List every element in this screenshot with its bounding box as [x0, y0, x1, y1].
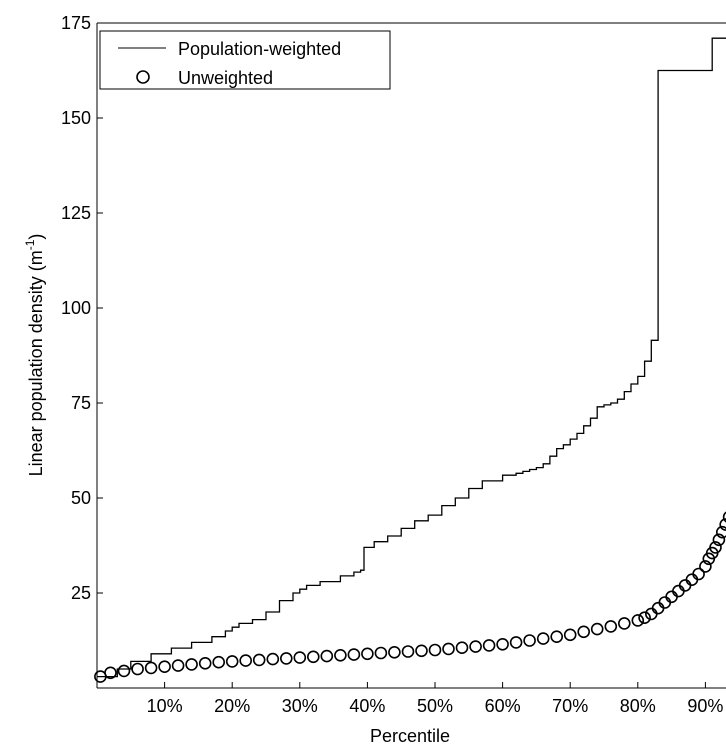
y-tick-label: 25 — [71, 583, 91, 603]
x-tick-label: 40% — [349, 696, 385, 716]
y-axis-title-close: ) — [26, 234, 46, 240]
legend: Population-weighted Unweighted — [99, 30, 391, 90]
y-tick-label: 175 — [61, 13, 91, 33]
series-point-unweighted — [320, 649, 334, 663]
x-ticks: 10% 20% 30% 40% 50% 60% 70% 80% 90% — [147, 682, 723, 716]
series-point-unweighted — [455, 641, 469, 655]
x-tick-label: 70% — [552, 696, 588, 716]
series-point-unweighted — [388, 645, 401, 659]
series-point-unweighted — [699, 560, 712, 573]
legend-marker-swatch — [136, 70, 150, 84]
series-point-unweighted — [361, 647, 374, 661]
legend-label-unweighted: Unweighted — [178, 68, 273, 88]
y-axis-title-group: Linear population density (m-1) — [23, 234, 46, 477]
series-point-unweighted — [171, 659, 185, 672]
series-point-unweighted — [279, 652, 293, 665]
series-point-unweighted — [509, 636, 523, 649]
series-line-population-weighted — [97, 37, 726, 678]
series-point-unweighted — [198, 656, 212, 670]
x-tick-label: 10% — [147, 696, 183, 716]
series-point-unweighted — [158, 660, 171, 674]
series-point-unweighted — [306, 650, 320, 664]
series-point-unweighted — [442, 642, 455, 656]
series-point-unweighted — [293, 651, 307, 664]
series-point-unweighted — [665, 590, 678, 604]
series-point-unweighted — [590, 622, 604, 636]
series-point-unweighted — [678, 579, 692, 592]
x-axis-title: Percentile — [370, 726, 450, 746]
plot-area — [96, 22, 726, 689]
y-tick-label: 50 — [71, 488, 91, 508]
y-axis-title-main: Linear population density (m — [26, 250, 46, 476]
series-point-unweighted — [266, 652, 280, 666]
series-point-unweighted — [185, 658, 198, 671]
series-point-unweighted — [225, 655, 239, 668]
series-point-unweighted — [252, 653, 266, 667]
series-point-unweighted — [469, 640, 482, 653]
series-point-unweighted — [685, 573, 699, 587]
series-point-unweighted — [482, 639, 496, 652]
series-point-unweighted — [658, 596, 672, 609]
series-point-unweighted — [496, 637, 509, 651]
series-layer — [94, 37, 726, 683]
series-point-unweighted — [604, 620, 618, 633]
series-point-unweighted — [374, 646, 388, 660]
series-point-unweighted — [651, 601, 665, 615]
series-point-unweighted — [709, 541, 722, 554]
y-tick-label: 100 — [61, 298, 91, 318]
series-point-unweighted — [722, 511, 726, 523]
x-tick-label: 30% — [282, 696, 318, 716]
series-point-unweighted — [131, 662, 144, 676]
series-point-unweighted — [144, 661, 158, 675]
series-point-unweighted — [550, 630, 564, 644]
series-point-unweighted — [716, 525, 726, 539]
series-point-unweighted — [347, 648, 361, 661]
x-tick-label: 80% — [620, 696, 656, 716]
series-point-unweighted — [617, 617, 631, 630]
series-point-unweighted — [401, 645, 415, 658]
y-axis-title-sup: -1 — [23, 239, 37, 250]
series-point-unweighted — [712, 533, 726, 547]
legend-label-population-weighted: Population-weighted — [178, 39, 341, 59]
series-point-unweighted — [104, 666, 117, 680]
series-point-unweighted — [536, 632, 550, 645]
series-point-unweighted — [523, 634, 536, 647]
series-point-unweighted — [577, 625, 591, 639]
y-tick-label: 75 — [71, 393, 91, 413]
x-tick-label: 50% — [417, 696, 453, 716]
series-point-unweighted — [692, 567, 705, 581]
y-axis-title: Linear population density (m-1) — [23, 234, 46, 477]
series-point-unweighted — [212, 655, 225, 669]
series-point-unweighted — [415, 644, 428, 658]
series-point-unweighted — [672, 584, 685, 598]
x-tick-label: 20% — [214, 696, 250, 716]
series-point-unweighted — [638, 611, 651, 625]
series-point-unweighted — [334, 648, 347, 662]
y-tick-label: 150 — [61, 108, 91, 128]
x-tick-label: 90% — [687, 696, 723, 716]
y-tick-label: 125 — [61, 203, 91, 223]
series-point-unweighted — [631, 614, 645, 627]
series-point-unweighted — [239, 654, 252, 667]
y-ticks: 25 50 75 100 125 150 175 — [61, 13, 103, 603]
series-point-unweighted — [563, 628, 577, 642]
series-point-unweighted — [117, 664, 131, 678]
x-tick-label: 60% — [485, 696, 521, 716]
series-point-unweighted — [428, 643, 442, 657]
